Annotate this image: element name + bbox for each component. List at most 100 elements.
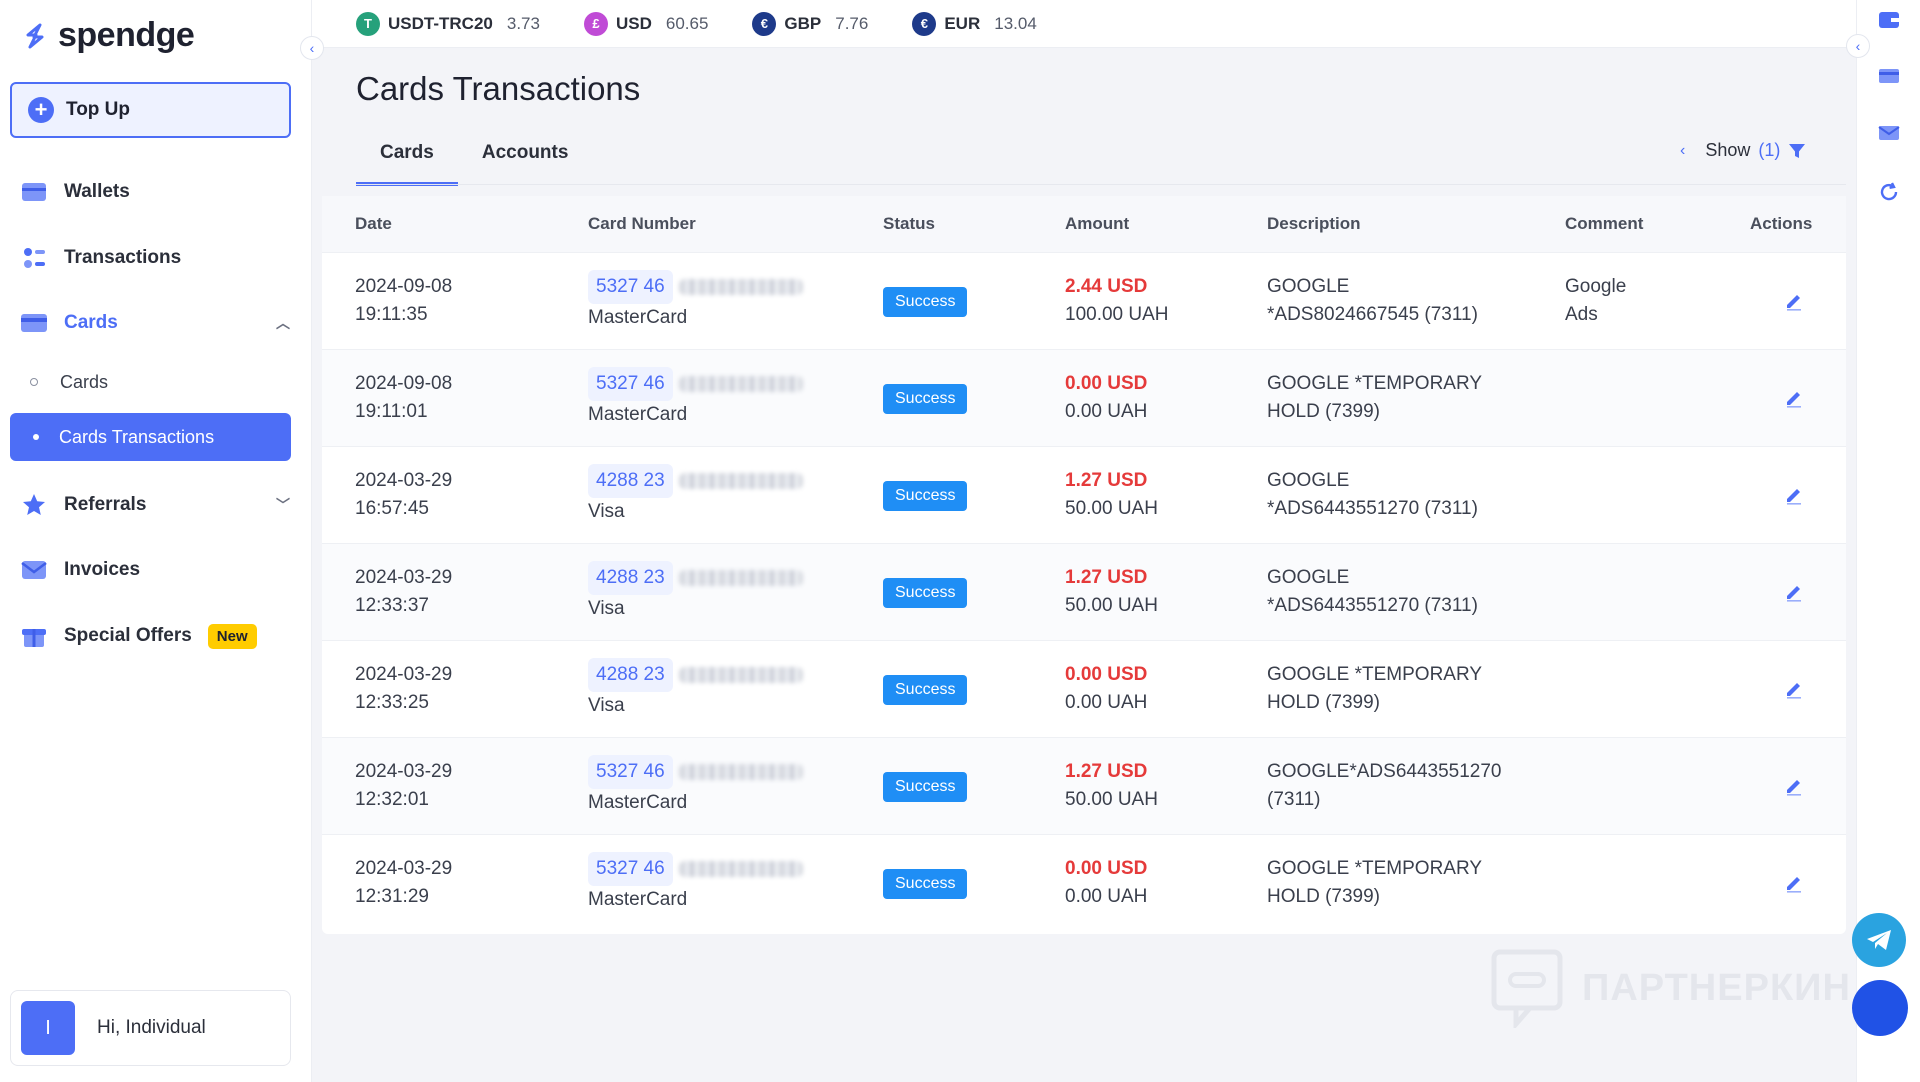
- card-number-link[interactable]: 4288 23: [588, 561, 673, 595]
- usd-icon: £: [583, 11, 608, 36]
- status-badge: Success: [883, 384, 968, 414]
- user-profile[interactable]: I Hi, Individual: [10, 990, 291, 1066]
- sidebar-subitem-cards[interactable]: Cards: [30, 364, 108, 400]
- transactions-table: Date Card Number Status Amount Descripti…: [322, 196, 1846, 934]
- sidebar-item-label: Referrals: [64, 494, 147, 515]
- card-cell: 5327 46 MasterCard: [588, 755, 803, 817]
- table-row[interactable]: 2024-09-08 19:11:35 5327 46 MasterCard S…: [322, 252, 1846, 349]
- date-text: 2024-03-29: [355, 470, 453, 491]
- amount-uah: 50.00 UAH: [1065, 498, 1158, 519]
- description-cell: GOOGLE*ADS6443551270 (7311): [1267, 758, 1502, 814]
- refresh-icon[interactable]: [1877, 180, 1901, 204]
- date-text: 2024-03-29: [355, 664, 453, 685]
- time-text: 12:33:37: [355, 595, 429, 616]
- sidebar: spendge + Top Up Wallets Transactions Ca…: [0, 0, 312, 1082]
- date-cell: 2024-03-29 12:33:37: [355, 564, 452, 620]
- collapse-rail-button[interactable]: ‹: [1846, 34, 1870, 58]
- time-text: 12:33:25: [355, 692, 429, 713]
- sidebar-item-wallets[interactable]: Wallets: [20, 172, 290, 212]
- sidebar-item-special-offers[interactable]: Special Offers New: [20, 616, 290, 656]
- edit-icon[interactable]: [1784, 873, 1804, 893]
- currency-code: EUR: [944, 13, 981, 33]
- card-number-link[interactable]: 5327 46: [588, 270, 673, 304]
- currency-balance: 60.65: [665, 13, 709, 33]
- description-line-2: *ADS6443551270 (7311): [1267, 595, 1478, 616]
- card-number-link[interactable]: 4288 23: [588, 464, 673, 498]
- table-row[interactable]: 2024-03-29 12:31:29 5327 46 MasterCard S…: [322, 834, 1846, 931]
- masked-card-digits: [678, 763, 803, 780]
- new-badge: New: [207, 623, 257, 649]
- date-cell: 2024-03-29 12:32:01: [355, 758, 452, 814]
- sidebar-subitem-label: Cards Transactions: [59, 426, 215, 447]
- edit-icon[interactable]: [1784, 291, 1804, 311]
- card-number-link[interactable]: 5327 46: [588, 852, 673, 886]
- amount-uah: 50.00 UAH: [1065, 789, 1158, 810]
- status-badge: Success: [883, 675, 968, 705]
- table-row[interactable]: 2024-03-29 12:33:37 4288 23 Visa Success…: [322, 543, 1846, 640]
- sidebar-item-transactions[interactable]: Transactions: [20, 238, 290, 278]
- column-header-amount: Amount: [1065, 214, 1130, 233]
- table-row[interactable]: 2024-09-08 19:11:01 5327 46 MasterCard S…: [322, 349, 1846, 446]
- mail-shortcut-icon[interactable]: [1877, 121, 1901, 145]
- tab-accounts[interactable]: Accounts: [481, 142, 569, 163]
- amount-uah: 0.00 UAH: [1065, 886, 1148, 907]
- chevron-left-icon[interactable]: ‹: [1680, 141, 1686, 159]
- card-number-link[interactable]: 4288 23: [588, 658, 673, 692]
- balance-usd[interactable]: £ USD 60.65: [583, 11, 709, 36]
- brand-name: spendge: [58, 16, 195, 54]
- top-up-label: Top Up: [66, 99, 131, 120]
- balance-usdt[interactable]: T USDT-TRC20 3.73: [356, 11, 540, 36]
- filter-control[interactable]: ‹ Show (1): [1680, 140, 1806, 161]
- table-row[interactable]: 2024-03-29 12:33:25 4288 23 Visa Success…: [322, 640, 1846, 737]
- top-up-button[interactable]: + Top Up: [10, 82, 291, 138]
- chat-widget-button[interactable]: [1852, 980, 1908, 1036]
- amount-cell: 1.27 USD 50.00 UAH: [1065, 758, 1158, 814]
- card-number-link[interactable]: 5327 46: [588, 755, 673, 789]
- table-row[interactable]: 2024-03-29 16:57:45 4288 23 Visa Success…: [322, 446, 1846, 543]
- card-shortcut-icon[interactable]: [1877, 64, 1901, 88]
- currency-balance: 3.73: [506, 13, 540, 33]
- right-rail: [1856, 0, 1920, 1082]
- date-text: 2024-03-29: [355, 567, 453, 588]
- amount-uah: 0.00 UAH: [1065, 401, 1148, 422]
- currency-bar: T USDT-TRC20 3.73 £ USD 60.65 € GBP 7.76…: [312, 0, 1856, 48]
- description-cell: GOOGLE *TEMPORARY HOLD (7399): [1267, 370, 1482, 426]
- chevron-left-icon: ‹: [1855, 38, 1861, 54]
- card-network: MasterCard: [588, 307, 688, 328]
- edit-icon[interactable]: [1784, 679, 1804, 699]
- transactions-icon: [20, 244, 48, 272]
- date-cell: 2024-03-29 12:31:29: [355, 855, 452, 911]
- date-cell: 2024-09-08 19:11:01: [355, 370, 452, 426]
- telegram-button[interactable]: [1852, 913, 1906, 967]
- collapse-sidebar-button[interactable]: ‹: [300, 36, 324, 60]
- edit-icon[interactable]: [1784, 776, 1804, 796]
- sidebar-item-invoices[interactable]: Invoices: [20, 550, 290, 590]
- sidebar-item-referrals[interactable]: Referrals ﹀: [20, 485, 290, 525]
- description-cell: GOOGLE *ADS6443551270 (7311): [1267, 467, 1478, 523]
- logo-icon: [26, 23, 44, 48]
- status-badge: Success: [883, 578, 968, 608]
- time-text: 12:31:29: [355, 886, 429, 907]
- masked-card-digits: [678, 569, 803, 586]
- wallet-shortcut-icon[interactable]: [1877, 8, 1901, 32]
- amount-uah: 0.00 UAH: [1065, 692, 1148, 713]
- brand-logo[interactable]: spendge: [18, 16, 195, 55]
- description-line-2: *ADS8024667545 (7311): [1267, 304, 1478, 325]
- card-number-link[interactable]: 5327 46: [588, 367, 673, 401]
- currency-balance: 7.76: [835, 13, 869, 33]
- eur-icon: €: [912, 11, 937, 36]
- date-text: 2024-09-08: [355, 276, 453, 297]
- edit-icon[interactable]: [1784, 485, 1804, 505]
- sidebar-item-cards[interactable]: Cards ︿: [20, 303, 290, 343]
- table-row[interactable]: 2024-03-29 12:32:01 5327 46 MasterCard S…: [322, 737, 1846, 834]
- balance-eur[interactable]: € EUR 13.04: [912, 11, 1037, 36]
- balance-gbp[interactable]: € GBP 7.76: [752, 11, 869, 36]
- description-line-1: GOOGLE: [1267, 276, 1350, 297]
- sidebar-subitem-cards-transactions[interactable]: Cards Transactions: [10, 413, 291, 461]
- amount-usd: 1.27 USD: [1065, 470, 1148, 491]
- date-text: 2024-03-29: [355, 858, 453, 879]
- filter-icon[interactable]: [1788, 142, 1806, 160]
- tab-cards[interactable]: Cards: [356, 136, 458, 186]
- edit-icon[interactable]: [1784, 582, 1804, 602]
- edit-icon[interactable]: [1784, 388, 1804, 408]
